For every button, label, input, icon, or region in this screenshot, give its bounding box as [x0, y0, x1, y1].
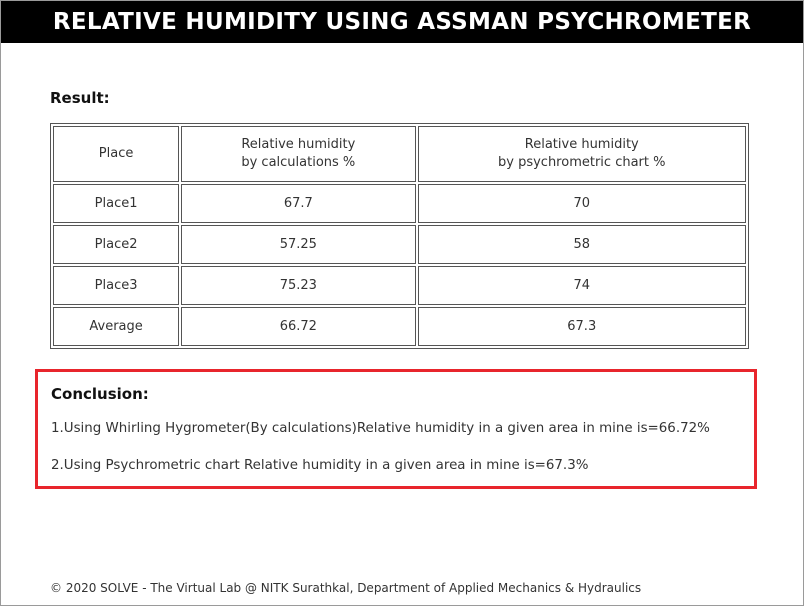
- cell-rh-chart: 58: [417, 225, 746, 264]
- table-row-average: Average 66.72 67.3: [53, 307, 746, 346]
- cell-rh-chart: 74: [417, 266, 746, 305]
- footer-copyright: © 2020 SOLVE - The Virtual Lab @ NITK Su…: [50, 581, 642, 595]
- cell-rh-calculations: 57.25: [181, 225, 416, 264]
- header-rh-calculations-label: Relative humidity by calculations %: [241, 137, 356, 170]
- conclusion-line-chart: 2.Using Psychrometric chart Relative hum…: [51, 458, 589, 473]
- header-rh-chart-label: Relative humidity by psychrometric chart…: [498, 137, 666, 170]
- table-header-row: Place Relative humidity by calculations …: [53, 126, 746, 182]
- header-rh-calculations: Relative humidity by calculations %: [181, 126, 416, 182]
- cell-rh-calculations: 67.7: [181, 184, 416, 223]
- table-row: Place3 75.23 74: [53, 266, 746, 305]
- conclusion-line-calculations: 1.Using Whirling Hygrometer(By calculati…: [51, 421, 710, 436]
- cell-place: Place3: [53, 266, 180, 305]
- header-place: Place: [53, 126, 180, 182]
- cell-rh-chart: 67.3: [417, 307, 746, 346]
- conclusion-box: Conclusion: 1.Using Whirling Hygrometer(…: [35, 369, 757, 489]
- table-row: Place1 67.7 70: [53, 184, 746, 223]
- cell-place: Place1: [53, 184, 180, 223]
- header-place-label: Place: [98, 146, 134, 161]
- page-title: RELATIVE HUMIDITY USING ASSMAN PSYCHROME…: [1, 1, 803, 43]
- cell-place: Place2: [53, 225, 180, 264]
- cell-rh-calculations: 75.23: [181, 266, 416, 305]
- cell-rh-chart: 70: [417, 184, 746, 223]
- results-table: Place Relative humidity by calculations …: [50, 123, 749, 349]
- cell-place: Average: [53, 307, 180, 346]
- result-heading: Result:: [50, 89, 110, 107]
- conclusion-heading: Conclusion:: [51, 385, 149, 403]
- cell-rh-calculations: 66.72: [181, 307, 416, 346]
- header-rh-chart: Relative humidity by psychrometric chart…: [417, 126, 746, 182]
- table-row: Place2 57.25 58: [53, 225, 746, 264]
